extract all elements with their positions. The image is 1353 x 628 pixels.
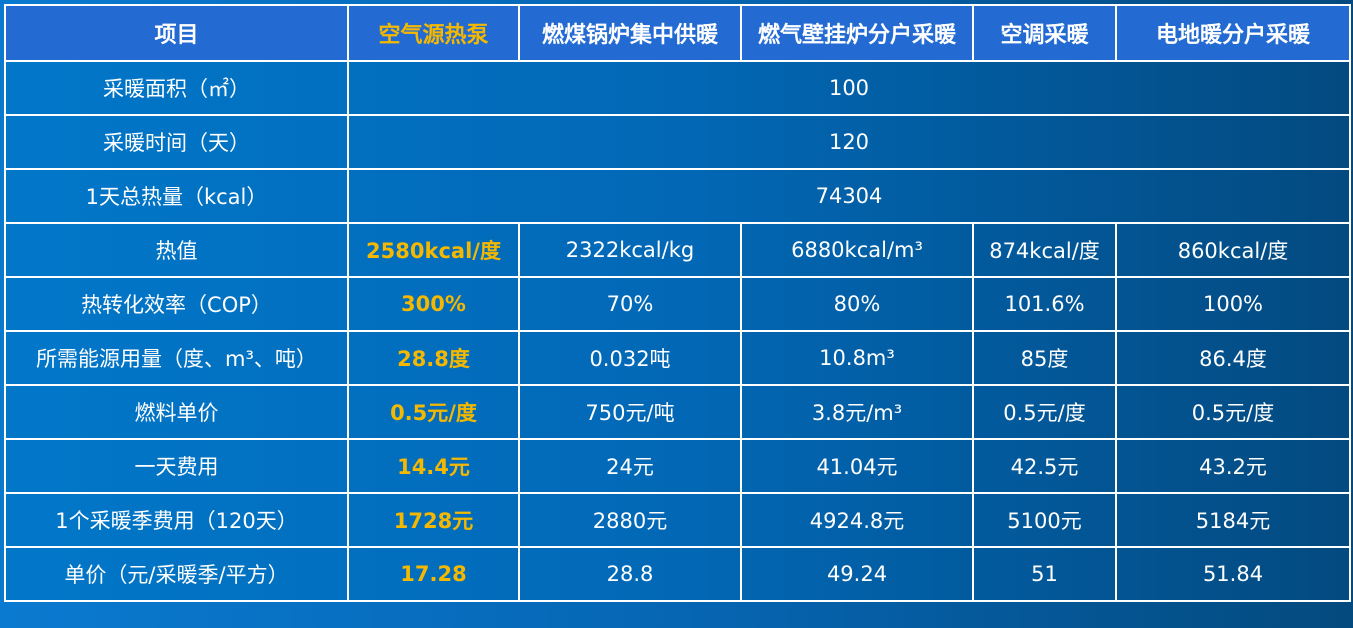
table-cell: 3.8元/m³ bbox=[740, 384, 974, 440]
table-row: 所需能源用量（度、m³、吨） 28.8度 0.032吨 10.8m³ 85度 86.4度 bbox=[4, 330, 1351, 386]
table-cell: 5100元 bbox=[972, 492, 1117, 548]
table-cell: 85度 bbox=[972, 330, 1117, 386]
table-cell: 51 bbox=[972, 546, 1117, 602]
shared-value: 120 bbox=[347, 114, 1351, 170]
table-cell: 43.2元 bbox=[1115, 438, 1351, 494]
table-cell: 860kcal/度 bbox=[1115, 222, 1351, 278]
table-cell: 28.8度 bbox=[347, 330, 520, 386]
table-cell: 5184元 bbox=[1115, 492, 1351, 548]
header-item: 项目 bbox=[4, 4, 349, 62]
table-cell: 86.4度 bbox=[1115, 330, 1351, 386]
table-row: 采暖面积（㎡） 100 bbox=[4, 60, 1351, 116]
table-row: 1天总热量（kcal） 74304 bbox=[4, 168, 1351, 224]
header-coal-boiler: 燃煤锅炉集中供暖 bbox=[518, 4, 742, 62]
shared-value: 74304 bbox=[347, 168, 1351, 224]
table-cell: 2880元 bbox=[518, 492, 742, 548]
table-cell: 874kcal/度 bbox=[972, 222, 1117, 278]
table-cell: 51.84 bbox=[1115, 546, 1351, 602]
table-row: 热转化效率（COP） 300% 70% 80% 101.6% 100% bbox=[4, 276, 1351, 332]
shared-value: 100 bbox=[347, 60, 1351, 116]
table-row: 单价（元/采暖季/平方） 17.28 28.8 49.24 51 51.84 bbox=[4, 546, 1351, 602]
header-row: 项目 空气源热泵 燃煤锅炉集中供暖 燃气壁挂炉分户采暖 空调采暖 电地暖分户采暖 bbox=[4, 4, 1351, 62]
table-row: 1个采暖季费用（120天） 1728元 2880元 4924.8元 5100元 5184元 bbox=[4, 492, 1351, 548]
table-cell: 10.8m³ bbox=[740, 330, 974, 386]
table-cell: 100% bbox=[1115, 276, 1351, 332]
table-row: 燃料单价 0.5元/度 750元/吨 3.8元/m³ 0.5元/度 0.5元/度 bbox=[4, 384, 1351, 440]
table-cell: 0.5元/度 bbox=[1115, 384, 1351, 440]
table-cell: 28.8 bbox=[518, 546, 742, 602]
row-label: 燃料单价 bbox=[4, 384, 349, 440]
table-cell: 6880kcal/m³ bbox=[740, 222, 974, 278]
table-row: 一天费用 14.4元 24元 41.04元 42.5元 43.2元 bbox=[4, 438, 1351, 494]
table-cell: 49.24 bbox=[740, 546, 974, 602]
table-cell: 750元/吨 bbox=[518, 384, 742, 440]
header-electric-floor-heating: 电地暖分户采暖 bbox=[1115, 4, 1351, 62]
table-cell: 24元 bbox=[518, 438, 742, 494]
table-cell: 0.5元/度 bbox=[347, 384, 520, 440]
table-cell: 70% bbox=[518, 276, 742, 332]
table-cell: 42.5元 bbox=[972, 438, 1117, 494]
header-air-conditioner: 空调采暖 bbox=[972, 4, 1117, 62]
table-cell: 0.5元/度 bbox=[972, 384, 1117, 440]
table-cell: 0.032吨 bbox=[518, 330, 742, 386]
table-cell: 41.04元 bbox=[740, 438, 974, 494]
header-gas-wall-boiler: 燃气壁挂炉分户采暖 bbox=[740, 4, 974, 62]
row-label: 热转化效率（COP） bbox=[4, 276, 349, 332]
row-label: 单价（元/采暖季/平方） bbox=[4, 546, 349, 602]
table-cell: 14.4元 bbox=[347, 438, 520, 494]
row-label: 采暖面积（㎡） bbox=[4, 60, 349, 116]
table-cell: 101.6% bbox=[972, 276, 1117, 332]
row-label: 1个采暖季费用（120天） bbox=[4, 492, 349, 548]
row-label: 1天总热量（kcal） bbox=[4, 168, 349, 224]
row-label: 一天费用 bbox=[4, 438, 349, 494]
table-row: 采暖时间（天） 120 bbox=[4, 114, 1351, 170]
table-cell: 2322kcal/kg bbox=[518, 222, 742, 278]
table-cell: 1728元 bbox=[347, 492, 520, 548]
header-air-source-heat-pump: 空气源热泵 bbox=[347, 4, 520, 62]
heating-cost-comparison-table: 项目 空气源热泵 燃煤锅炉集中供暖 燃气壁挂炉分户采暖 空调采暖 电地暖分户采暖… bbox=[4, 4, 1351, 602]
table-cell: 80% bbox=[740, 276, 974, 332]
table-cell: 17.28 bbox=[347, 546, 520, 602]
row-label: 采暖时间（天） bbox=[4, 114, 349, 170]
table-cell: 300% bbox=[347, 276, 520, 332]
table-cell: 4924.8元 bbox=[740, 492, 974, 548]
table-row: 热值 2580kcal/度 2322kcal/kg 6880kcal/m³ 874kca… bbox=[4, 222, 1351, 278]
table-cell: 2580kcal/度 bbox=[347, 222, 520, 278]
row-label: 所需能源用量（度、m³、吨） bbox=[4, 330, 349, 386]
row-label: 热值 bbox=[4, 222, 349, 278]
